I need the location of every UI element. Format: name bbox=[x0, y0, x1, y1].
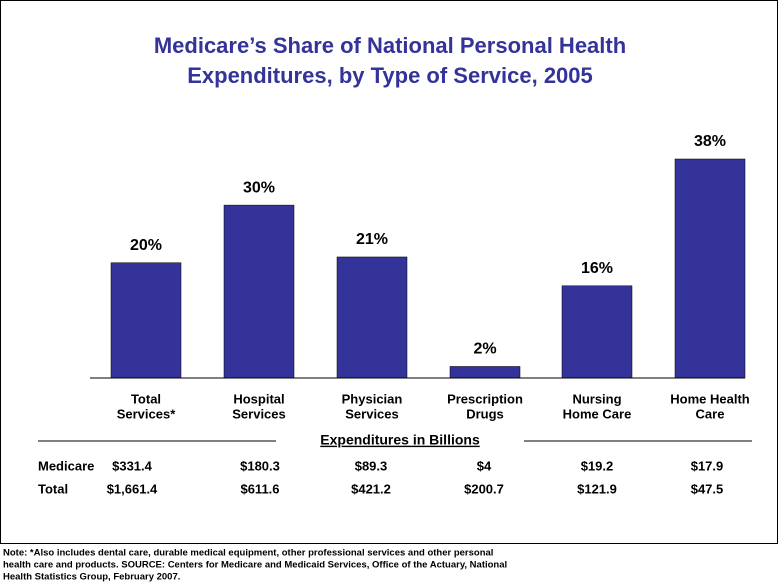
bar bbox=[674, 158, 746, 379]
row-label: Medicare bbox=[38, 458, 94, 473]
x-tick-label: Prescription bbox=[447, 391, 523, 406]
x-tick-label: Nursing bbox=[572, 391, 621, 406]
x-tick-label: Drugs bbox=[466, 406, 504, 421]
data-label: 16% bbox=[581, 260, 613, 277]
x-tick-label: Services* bbox=[117, 406, 176, 421]
bar bbox=[449, 366, 521, 379]
data-label: 2% bbox=[473, 341, 496, 358]
x-tick-label: Physician bbox=[342, 391, 403, 406]
bar bbox=[110, 262, 182, 379]
x-tick-label: Home Care bbox=[563, 406, 632, 421]
bar bbox=[336, 256, 408, 379]
note: health care and products. SOURCE: Center… bbox=[3, 560, 507, 571]
table-cell: $200.7 bbox=[464, 481, 504, 496]
x-tick-label: Services bbox=[232, 406, 286, 421]
table-cell: $421.2 bbox=[351, 481, 391, 496]
x-tick-label: Home Health bbox=[670, 391, 750, 406]
table-cell: $47.5 bbox=[691, 481, 724, 496]
row-label: Total bbox=[38, 481, 68, 496]
x-tick-label: Total bbox=[131, 391, 161, 406]
table-cell: $611.6 bbox=[240, 481, 279, 496]
note: Health Statistics Group, February 2007. bbox=[3, 572, 180, 582]
table-cell: $1,661.4 bbox=[107, 481, 158, 496]
x-tick-label: Services bbox=[345, 406, 399, 421]
table-cell: $19.2 bbox=[581, 458, 614, 473]
data-label: 20% bbox=[130, 237, 162, 254]
note: Note: *Also includes dental care, durabl… bbox=[3, 548, 493, 559]
table-cell: $89.3 bbox=[355, 458, 388, 473]
chart-title: Expenditures, by Type of Service, 2005 bbox=[187, 63, 593, 88]
table-cell: $180.3 bbox=[240, 458, 280, 473]
x-tick-label: Hospital bbox=[233, 391, 284, 406]
data-label: 21% bbox=[356, 231, 388, 248]
bar bbox=[223, 204, 295, 379]
table-cell: $121.9 bbox=[577, 481, 617, 496]
table-cell: $4 bbox=[477, 458, 492, 473]
table-header: Expenditures in Billions bbox=[320, 432, 480, 448]
data-label: 38% bbox=[694, 133, 726, 150]
data-label: 30% bbox=[243, 179, 275, 196]
table-cell: $331.4 bbox=[112, 458, 153, 473]
table-cell: $17.9 bbox=[691, 458, 724, 473]
x-tick-label: Care bbox=[696, 406, 725, 421]
chart-title: Medicare’s Share of National Personal He… bbox=[154, 33, 626, 58]
bar bbox=[561, 285, 633, 379]
